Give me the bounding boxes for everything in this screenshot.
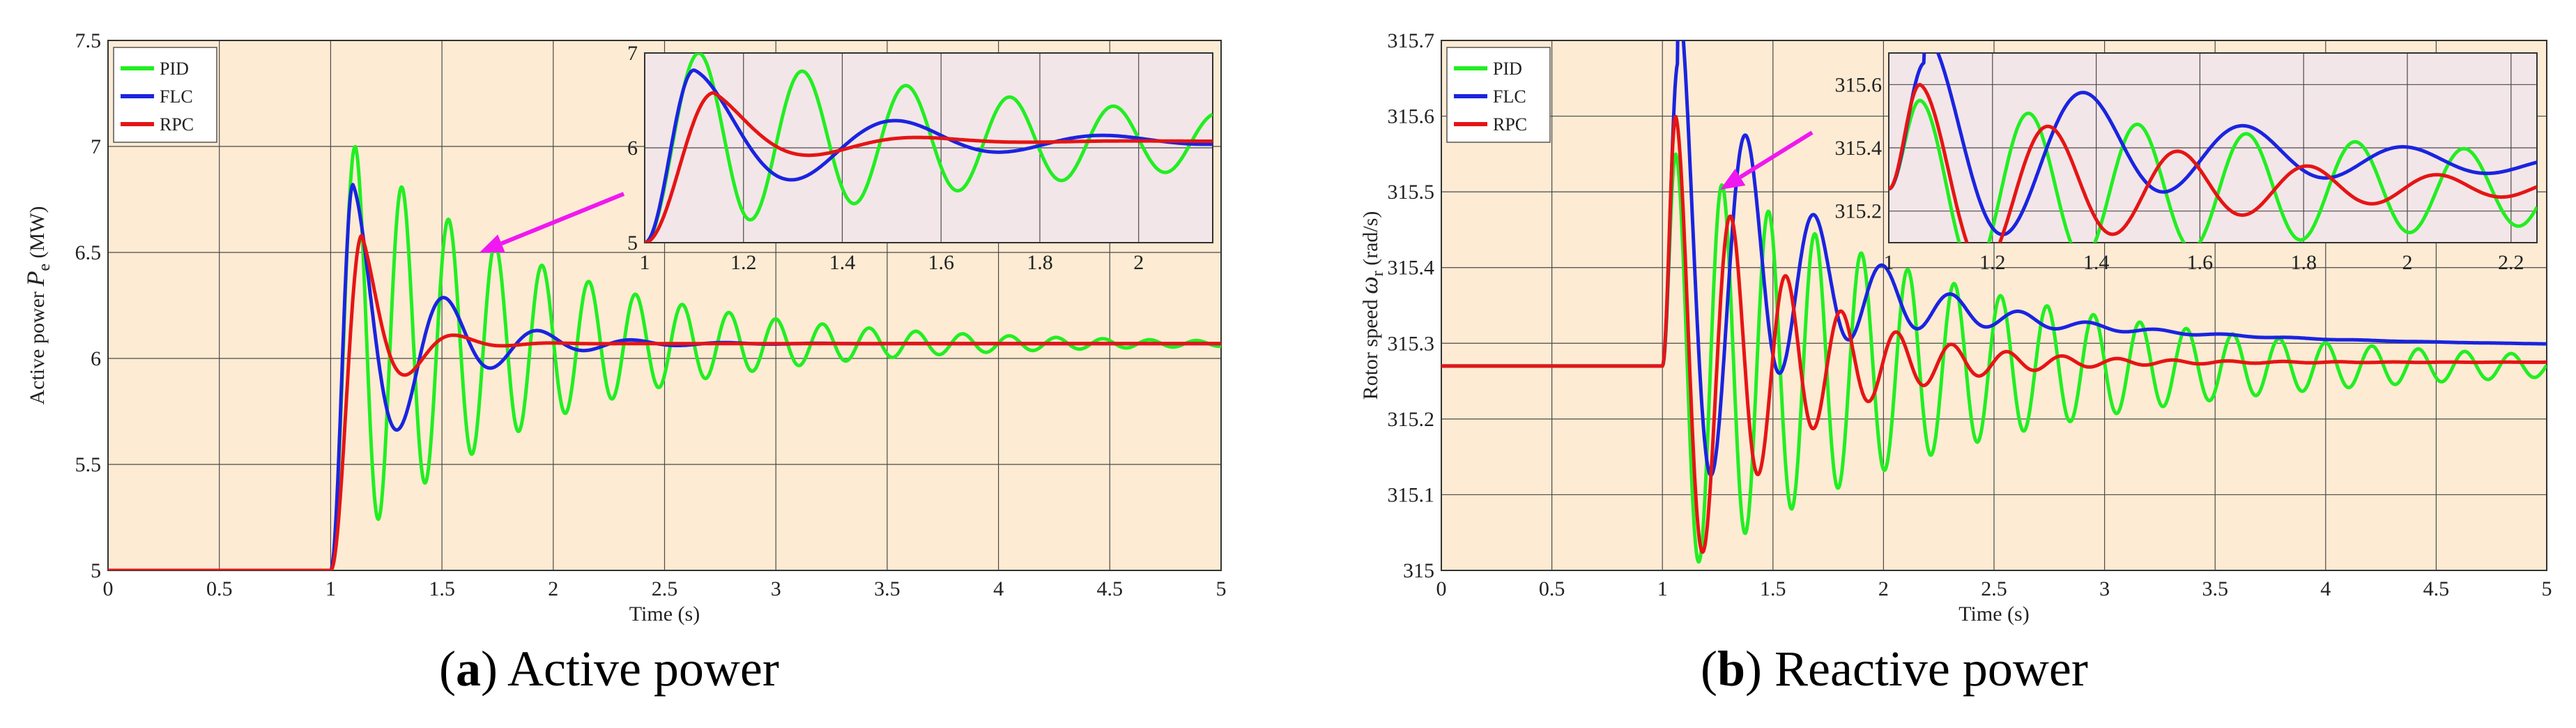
series-line-rpc (1889, 82, 2537, 243)
x-tick-label: 1 (640, 251, 650, 274)
y-tick-label: 6.5 (75, 241, 102, 264)
x-axis-label: Time (s) (629, 602, 700, 625)
y-tick-label: 315.7 (1388, 29, 1435, 52)
x-tick-label: 5 (1216, 577, 1227, 600)
series-line-rpc (1441, 114, 2547, 554)
series-group (1441, 40, 2547, 564)
series-line-pid (1889, 98, 2537, 243)
series-group (1889, 53, 2537, 243)
y-axis-label: Active power Pe (MW) (22, 206, 54, 404)
x-tick-label: 2 (1133, 251, 1144, 274)
y-tick-label: 6 (91, 347, 101, 370)
y-tick-label: 6 (627, 137, 638, 160)
caption-a: (a) Active power (439, 641, 779, 697)
y-tick-label: 315.6 (1388, 105, 1435, 128)
series-line-flc (645, 68, 1213, 243)
plot-frame (1441, 40, 2547, 571)
legend: PID FLC RPC (113, 47, 217, 143)
zoom-arrow-head (1720, 169, 1746, 190)
y-tick-label: 7.5 (75, 29, 102, 52)
y-tick-label: 315.2 (1388, 408, 1435, 431)
x-tick-label: 4 (993, 577, 1004, 600)
series-group (645, 53, 1213, 243)
y-tick-label: 5 (91, 559, 101, 582)
x-tick-label: 0.5 (206, 577, 233, 600)
caption-b-letter: b (1717, 641, 1746, 697)
x-tick-label: 0.5 (1539, 577, 1565, 600)
inset-frame (1888, 52, 2538, 243)
x-tick-label: 2 (548, 577, 558, 600)
series-line-flc (1889, 53, 2537, 236)
legend: PID FLC RPC (1446, 47, 1551, 143)
legend-label-flc: FLC (1493, 86, 1526, 107)
x-tick-label: 2 (1878, 577, 1889, 600)
y-tick-label: 7 (627, 42, 638, 65)
x-tick-label: 3 (771, 577, 781, 600)
x-tick-label: 1.6 (2187, 251, 2214, 274)
y-tick-label: 315.2 (1835, 200, 1883, 223)
x-tick-label: 4 (2320, 577, 2331, 600)
x-tick-label: 3.5 (2202, 577, 2228, 600)
x-tick-label: 0 (103, 577, 114, 600)
caption-a-letter: a (455, 641, 481, 697)
series-group (108, 144, 1221, 570)
x-tick-label: 1.5 (1760, 577, 1786, 600)
series-line-rpc (645, 91, 1213, 243)
x-tick-label: 3.5 (874, 577, 900, 600)
legend-label-pid: PID (1493, 59, 1522, 79)
x-tick-label: 5 (2542, 577, 2552, 600)
x-tick-label: 1.8 (2290, 251, 2317, 274)
x-tick-label: 1.6 (928, 251, 954, 274)
x-axis-label: Time (s) (1958, 602, 2029, 625)
x-tick-label: 1.2 (1979, 251, 2006, 274)
y-tick-label: 5.5 (75, 453, 102, 476)
x-tick-label: 1 (325, 577, 336, 600)
y-tick-label: 315.6 (1835, 73, 1883, 96)
x-tick-label: 1.4 (829, 251, 856, 274)
x-tick-label: 1.8 (1027, 251, 1053, 274)
legend-label-pid: PID (160, 59, 189, 79)
caption-a-text: Active power (497, 641, 779, 697)
y-tick-label: 5 (627, 232, 638, 255)
x-tick-label: 1 (1884, 251, 1894, 274)
y-tick-label: 7 (91, 135, 101, 158)
x-tick-label: 0 (1436, 577, 1447, 600)
legend-label-flc: FLC (160, 86, 193, 107)
caption-b: (b) Reactive power (1701, 641, 2088, 697)
series-line-pid (108, 144, 1221, 570)
x-tick-label: 1 (1657, 577, 1668, 600)
y-tick-label: 315.1 (1388, 483, 1435, 506)
x-tick-label: 2.2 (2498, 251, 2524, 274)
plot-frame (107, 40, 1222, 571)
inset-frame (644, 52, 1213, 243)
y-tick-label: 315 (1403, 559, 1434, 582)
y-tick-label: 315.5 (1388, 181, 1435, 204)
x-tick-label: 4.5 (2423, 577, 2450, 600)
y-tick-label: 315.4 (1835, 137, 1883, 160)
zoom-arrow-head (480, 234, 505, 253)
x-tick-label: 3 (2099, 577, 2110, 600)
x-tick-label: 2.5 (652, 577, 678, 600)
y-axis-label: Rotor speed ωr (rad/s) (1355, 211, 1387, 400)
series-line-rpc (108, 234, 1221, 570)
inset-b: 1 1.2 1.4 1.6 1.8 2 2.2 315.2 315.4 315.6 (1835, 52, 2538, 274)
x-tick-label: 1.4 (2083, 251, 2110, 274)
zoom-arrow (500, 192, 625, 245)
x-tick-label: 1.2 (730, 251, 757, 274)
zoom-arrow (1739, 130, 1814, 179)
x-tick-label: 2.5 (1981, 577, 2007, 600)
y-tick-label: 315.4 (1388, 257, 1435, 280)
legend-label-rpc: RPC (1493, 114, 1527, 135)
legend-label-rpc: RPC (160, 114, 194, 135)
x-tick-label: 2 (2402, 251, 2413, 274)
y-tick-label: 315.3 (1388, 332, 1435, 355)
inset-a: 1 1.2 1.4 1.6 1.8 2 5 6 7 (627, 42, 1213, 274)
caption-b-text: Reactive power (1762, 641, 2088, 697)
x-tick-label: 1.5 (429, 577, 455, 600)
x-tick-label: 4.5 (1097, 577, 1124, 600)
